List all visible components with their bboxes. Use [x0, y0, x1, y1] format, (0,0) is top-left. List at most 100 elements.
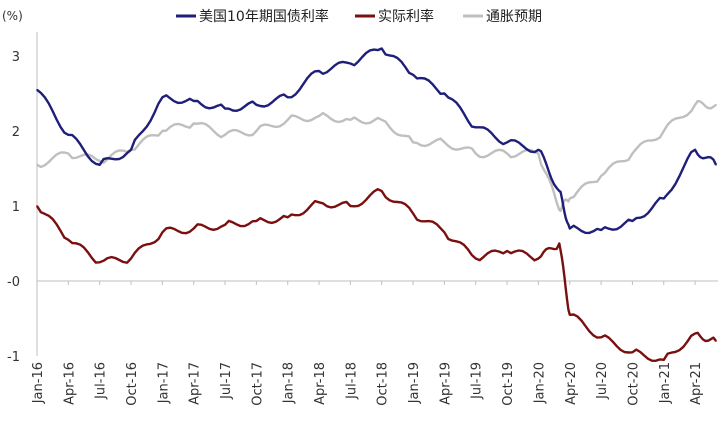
series-1-point: [349, 205, 352, 207]
series-2-point: [506, 152, 508, 155]
series-1-point: [286, 216, 289, 219]
series-2-point: [662, 130, 665, 132]
series-0-point: [631, 220, 634, 222]
series-0-point: [224, 107, 226, 110]
series-1-point: [130, 257, 132, 260]
series-1-point: [192, 227, 195, 230]
series-0-point: [255, 103, 258, 106]
series-2-point: [98, 160, 101, 162]
series-1-point: [98, 261, 101, 264]
series-0-point: [474, 126, 477, 129]
legend-label-us10y: 美国10年期国债利率: [199, 8, 329, 25]
legend-label-real-rate: 实际利率: [378, 8, 434, 25]
x-tick-label: Oct-18: [376, 362, 391, 406]
x-tick-labels: Jan-16 Apr-16 Jul-16 Oct-16 Jan-17 Apr-17 Jul-…: [31, 281, 704, 406]
series-2-point: [568, 197, 571, 200]
x-tick-label: Jan-17: [156, 362, 171, 404]
series-0-point: [67, 133, 70, 136]
series-1-point: [600, 336, 602, 339]
x-tick-label: Jul-16: [94, 362, 109, 400]
series-lines: [35, 47, 718, 362]
series-0-point: [715, 163, 717, 166]
x-tick-label: Apr-20: [564, 362, 579, 405]
legend-label-inflation-exp: 通胀预期: [486, 9, 542, 25]
series-line-0: [36, 47, 718, 235]
x-tick-label: Jan-20: [532, 362, 547, 404]
series-1-point: [318, 201, 320, 204]
series-2-point: [474, 152, 477, 155]
x-tick-label: Apr-21: [689, 362, 704, 405]
x-tick-label: Jul-18: [344, 362, 359, 400]
series-2-point: [443, 141, 446, 144]
series-2-point: [631, 152, 634, 155]
series-1-point: [631, 351, 634, 354]
x-tick-label: Apr-19: [438, 362, 453, 405]
series-2-point: [67, 152, 70, 155]
series-1-point: [224, 223, 226, 226]
series-1-point: [558, 242, 561, 245]
series-1-point: [412, 212, 414, 215]
series-2-point: [255, 130, 258, 132]
series-1-point: [694, 332, 696, 335]
x-tick-label: Apr-16: [62, 362, 77, 405]
series-2-point: [286, 118, 289, 121]
series-1-point: [36, 205, 38, 207]
series-1-point: [474, 257, 477, 260]
series-0-point: [161, 96, 164, 99]
y-tick-label: -1: [7, 350, 20, 365]
x-tick-label: Jul-17: [219, 362, 234, 400]
series-0-point: [537, 148, 540, 151]
series-0-point: [443, 92, 446, 95]
x-tick-label: Oct-16: [125, 362, 140, 406]
series-2-point: [537, 152, 540, 155]
series-1-point: [715, 340, 717, 342]
series-1-point: [380, 190, 383, 192]
series-2-point: [36, 163, 38, 166]
series-1-point: [161, 231, 164, 234]
series-0-point: [318, 70, 320, 72]
x-tick-label: Apr-17: [188, 362, 203, 405]
series-0-point: [694, 148, 696, 151]
series-0-point: [98, 163, 101, 166]
x-tick-label: Jan-16: [31, 362, 46, 404]
x-tick-label: Oct-20: [626, 362, 641, 406]
x-tick-label: Apr-18: [313, 362, 328, 405]
series-1-point: [537, 257, 540, 260]
series-0-point: [506, 141, 508, 144]
series-1-point: [662, 358, 665, 361]
x-tick-label: Jan-18: [282, 362, 297, 404]
x-tick-label: Oct-19: [501, 362, 516, 406]
y-tick-label: -0: [7, 275, 20, 290]
legend: 美国10年期国债利率 实际利率 通胀预期: [176, 8, 542, 25]
series-0-point: [130, 148, 132, 151]
x-tick-label: Jul-19: [470, 362, 485, 400]
series-2-point: [715, 103, 717, 106]
y-tick-label: 1: [12, 200, 20, 215]
series-1-point: [67, 238, 70, 241]
series-line-1: [35, 187, 717, 362]
series-1-point: [255, 220, 258, 222]
series-0-point: [558, 190, 561, 192]
series-2-point: [558, 208, 561, 211]
series-2-point: [694, 103, 696, 106]
series-0-point: [286, 96, 289, 99]
series-1-point: [568, 313, 571, 316]
series-1-point: [443, 231, 446, 234]
series-1-point: [506, 250, 508, 252]
series-0-point: [568, 227, 571, 230]
series-0-point: [662, 197, 665, 200]
x-tick-label: Jan-19: [407, 362, 422, 404]
series-2-point: [161, 130, 164, 132]
series-2-point: [349, 118, 352, 121]
series-0-point: [349, 62, 352, 65]
x-tick-label: Jul-20: [595, 362, 610, 400]
series-2-point: [600, 175, 602, 177]
y-unit-label: (%): [2, 9, 23, 23]
series-2-point: [380, 118, 383, 121]
series-0-point: [380, 47, 383, 50]
series-0-point: [36, 88, 38, 91]
x-tick-label: Jan-21: [658, 362, 673, 404]
series-2-point: [192, 122, 195, 125]
series-0-point: [600, 229, 602, 231]
